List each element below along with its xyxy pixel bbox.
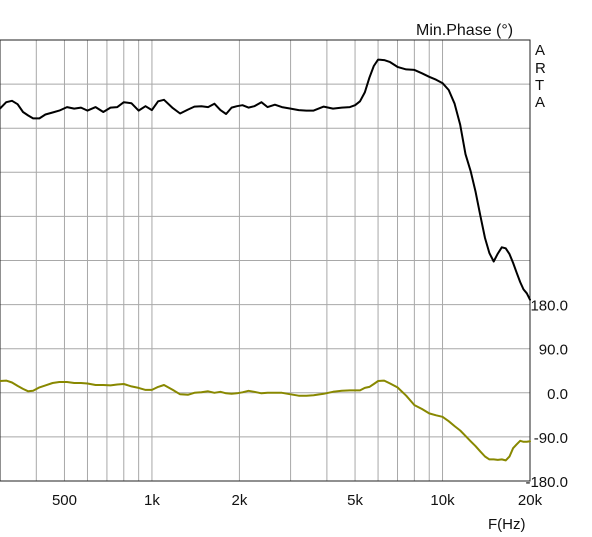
series-layer <box>0 58 531 462</box>
x-unit-label: F(Hz) <box>488 516 526 533</box>
y-tick-label: 0.0 <box>547 386 568 403</box>
y-tick-label: 90.0 <box>539 342 568 359</box>
y-tick-labels: 180.0 90.0 0.0 -90.0 -180.0 <box>525 298 568 491</box>
y-tick-label: -180.0 <box>525 474 568 491</box>
y-tick-label: 180.0 <box>530 298 568 315</box>
x-tick-label: 1k <box>144 492 160 509</box>
y-tick-label: -90.0 <box>534 430 568 447</box>
x-tick-label: 500 <box>52 492 77 509</box>
x-tick-label: 2k <box>231 492 247 509</box>
brand-letter-t: T <box>535 77 544 94</box>
series-line-2 <box>0 379 531 462</box>
series-line-1 <box>0 58 531 301</box>
x-tick-label: 5k <box>347 492 363 509</box>
x-tick-label: 20k <box>518 492 543 509</box>
brand-letter-r: R <box>535 60 546 77</box>
x-tick-labels: 500 1k 2k 5k 10k 20k <box>52 492 543 509</box>
brand-letter-a1: A <box>535 42 545 59</box>
right-axis-title: Min.Phase (°) <box>416 22 513 39</box>
brand-letter-a2: A <box>535 94 545 111</box>
x-tick-label: 10k <box>430 492 455 509</box>
plot-frame <box>0 39 531 482</box>
